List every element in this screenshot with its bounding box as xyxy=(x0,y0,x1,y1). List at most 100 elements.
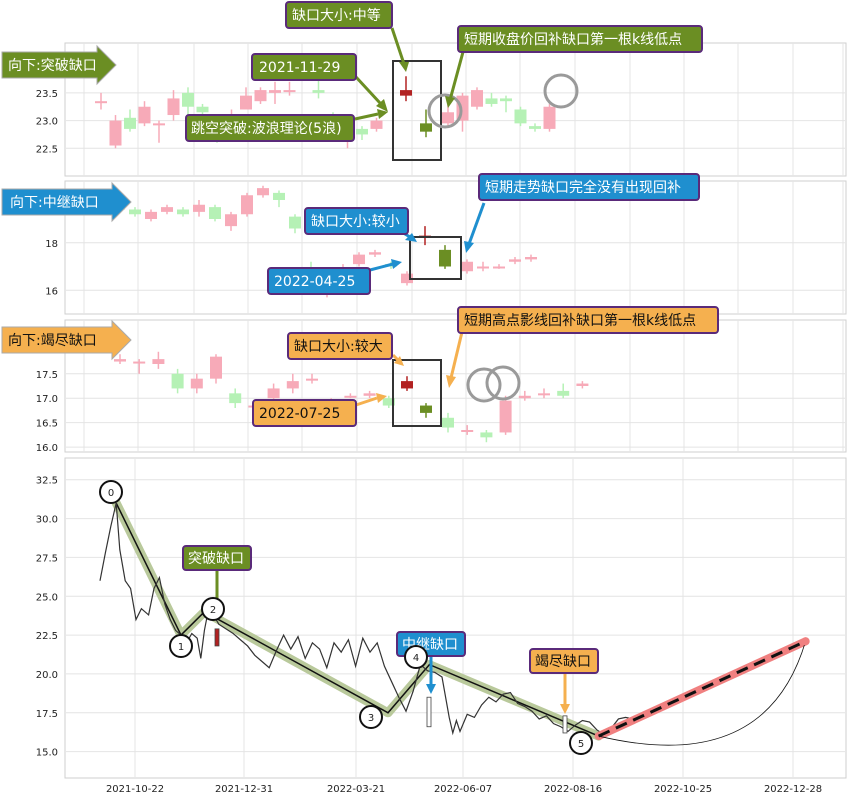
label-gap-size-runaway: 缺口大小:较小 xyxy=(304,207,409,235)
gap-box-runaway xyxy=(409,236,462,280)
candle-body xyxy=(177,209,189,215)
candle-body xyxy=(167,98,180,116)
candle-body xyxy=(289,216,301,229)
candle-body xyxy=(210,356,222,379)
y-tick-label: 17.5 xyxy=(36,370,58,381)
refill-circle xyxy=(427,93,463,129)
candle-body xyxy=(109,120,122,146)
candle-body xyxy=(241,195,253,215)
label-date-breakaway: 2021-11-29 xyxy=(251,53,357,81)
wave-circle xyxy=(569,731,593,755)
candle-body xyxy=(401,273,413,284)
candle-body xyxy=(273,192,285,200)
wave-label: 5 xyxy=(578,739,584,750)
candle-body xyxy=(286,381,299,389)
candle-body xyxy=(182,92,194,107)
candle-body xyxy=(95,101,107,104)
y-tick-label: 17.5 xyxy=(36,709,58,720)
candle-body xyxy=(124,117,136,129)
title-arrow-breakaway: 向下:突破缺口 xyxy=(1,44,117,86)
candle-body xyxy=(442,417,454,428)
candle-body xyxy=(171,373,184,389)
x-tick-label: 2022-10-25 xyxy=(654,784,712,795)
candle-body xyxy=(499,400,512,433)
refill-circle xyxy=(485,365,521,401)
candle-body xyxy=(257,188,269,196)
label-refill-exhaustion: 短期高点影线回补缺口第一根k线低点 xyxy=(457,306,719,334)
forecast-band xyxy=(594,637,810,741)
candle-body xyxy=(529,126,541,129)
candle-body xyxy=(461,430,474,432)
x-tick-label: 2021-12-31 xyxy=(215,784,273,795)
candle-body xyxy=(145,211,157,219)
gap-box-breakaway xyxy=(392,60,442,161)
candle-body xyxy=(543,106,556,129)
wave-label: 0 xyxy=(108,488,114,499)
candle-body xyxy=(401,381,413,389)
candle-body xyxy=(240,95,252,110)
label-refill-breakaway: 短期收盘价回补缺口第一根k线低点 xyxy=(457,25,703,53)
panel-title: 向下:中继缺口 xyxy=(10,195,99,211)
axis-ticks: 22.5 23.0 23.5 16 18 16.0 16.5 17.0 17.5 2021-10-… xyxy=(36,89,822,795)
y-tick-label: 16 xyxy=(45,286,58,297)
forecast-end-point xyxy=(801,637,810,646)
candle-body xyxy=(229,393,242,404)
label-gap-size-exhaustion: 缺口大小:较大 xyxy=(287,332,393,360)
wave-circle xyxy=(169,634,193,658)
candle-body xyxy=(500,98,512,102)
y-tick-label: 20.0 xyxy=(36,670,58,681)
y-tick-label: 15.0 xyxy=(36,748,58,759)
svg-text:2022-07-25: 2022-07-25 xyxy=(259,406,340,422)
label-refill-runaway: 短期走势缺口完全没有出现回补 xyxy=(478,173,700,201)
candle-body xyxy=(193,204,205,212)
title-arrow-exhaustion: 向下:竭尽缺口 xyxy=(1,319,132,361)
gap-marker xyxy=(426,696,432,728)
x-tick-label: 2022-06-07 xyxy=(434,784,492,795)
wave-label: 4 xyxy=(413,653,419,664)
candle-body xyxy=(225,214,237,227)
svg-text:跳空突破:波浪理论(5浪): 跳空突破:波浪理论(5浪) xyxy=(191,121,342,137)
y-tick-label: 22.5 xyxy=(36,144,58,155)
y-tick-label: 16.5 xyxy=(36,419,58,430)
candle-body xyxy=(400,90,412,96)
x-tick-label: 2022-03-21 xyxy=(327,784,385,795)
svg-text:突破缺口: 突破缺口 xyxy=(188,551,244,567)
candle-body xyxy=(138,106,151,124)
candle-body xyxy=(267,388,280,399)
candle-body xyxy=(312,90,325,93)
candle-body xyxy=(525,257,537,260)
x-tick-label: 2022-12-28 xyxy=(764,784,822,795)
wave-label: 3 xyxy=(368,713,374,724)
y-tick-label: 27.5 xyxy=(36,553,58,564)
candle-body xyxy=(190,378,203,389)
forecast-curve xyxy=(598,641,806,746)
candle-body xyxy=(439,249,451,267)
candle-body xyxy=(196,106,209,113)
candle-body xyxy=(557,390,570,396)
candle-body xyxy=(461,261,473,272)
wave-trend-line xyxy=(115,502,599,737)
candle-body xyxy=(269,90,281,93)
candle-body xyxy=(114,359,126,362)
y-tick-label: 18 xyxy=(45,239,58,250)
refill-circle xyxy=(543,73,579,109)
panel-runaway xyxy=(64,180,847,315)
candle-body xyxy=(514,109,527,124)
candle-body xyxy=(442,112,454,124)
label-breakaway-gap: 突破缺口 xyxy=(182,545,252,571)
y-tick-label: 23.5 xyxy=(36,89,58,100)
candle-body xyxy=(493,266,505,269)
candle-body xyxy=(538,393,550,396)
annotation-arrows xyxy=(212,27,570,714)
candle-body xyxy=(254,90,267,102)
wave-circle xyxy=(201,597,225,621)
gap-marker xyxy=(214,628,220,647)
candle-body xyxy=(306,378,318,381)
y-tick-label: 25.0 xyxy=(36,592,58,603)
svg-text:2021-11-29: 2021-11-29 xyxy=(259,60,340,76)
label-date-runaway: 2022-04-25 xyxy=(267,267,371,295)
candle-body xyxy=(133,361,146,364)
grid-lines xyxy=(66,43,845,777)
y-tick-label: 16.0 xyxy=(36,443,58,454)
